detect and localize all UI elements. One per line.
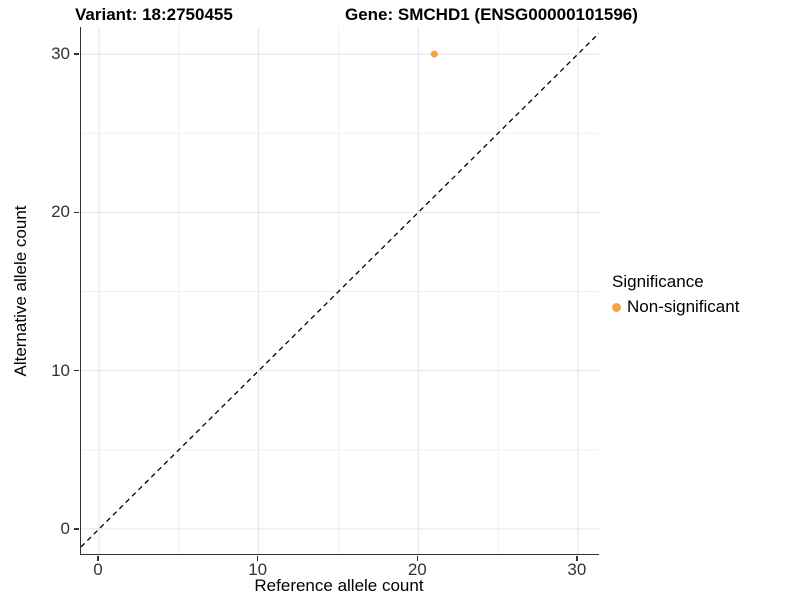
plot-title-variant: Variant: 18:2750455 (75, 5, 233, 24)
legend-items: Non-significant (612, 297, 739, 317)
x-axis-title: Reference allele count (254, 576, 424, 595)
x-tick-mark (97, 555, 99, 561)
y-tick-label: 10 (51, 360, 70, 380)
x-tick-mark (576, 555, 578, 561)
plot-canvas (81, 27, 599, 554)
y-tick-mark (73, 53, 79, 55)
plot-panel (80, 27, 599, 555)
x-tick-label: 30 (567, 560, 587, 579)
identity-reference-line (81, 32, 599, 548)
legend-item-label: Non-significant (627, 297, 740, 316)
legend-item: Non-significant (612, 297, 739, 317)
x-tick-label: 20 (407, 560, 427, 579)
x-tick-label: 10 (248, 560, 268, 579)
y-tick-label: 20 (51, 202, 70, 222)
y-tick-label: 30 (51, 44, 70, 64)
x-tick-mark (416, 555, 418, 561)
y-tick-mark (73, 528, 79, 530)
plot-title-gene: Gene: SMCHD1 (ENSG00000101596) (345, 5, 638, 24)
y-tick-label: 0 (60, 519, 70, 538)
y-tick-mark (73, 211, 79, 214)
y-tick-mark (73, 369, 79, 372)
data-point (430, 50, 438, 58)
x-tick-mark (256, 555, 259, 561)
x-tick-label: 0 (93, 560, 103, 579)
legend-key-dot-icon (612, 302, 621, 312)
legend: Significance Non-significant (612, 272, 739, 317)
legend-title: Significance (612, 272, 704, 291)
y-axis-title: Alternative allele count (11, 205, 30, 377)
